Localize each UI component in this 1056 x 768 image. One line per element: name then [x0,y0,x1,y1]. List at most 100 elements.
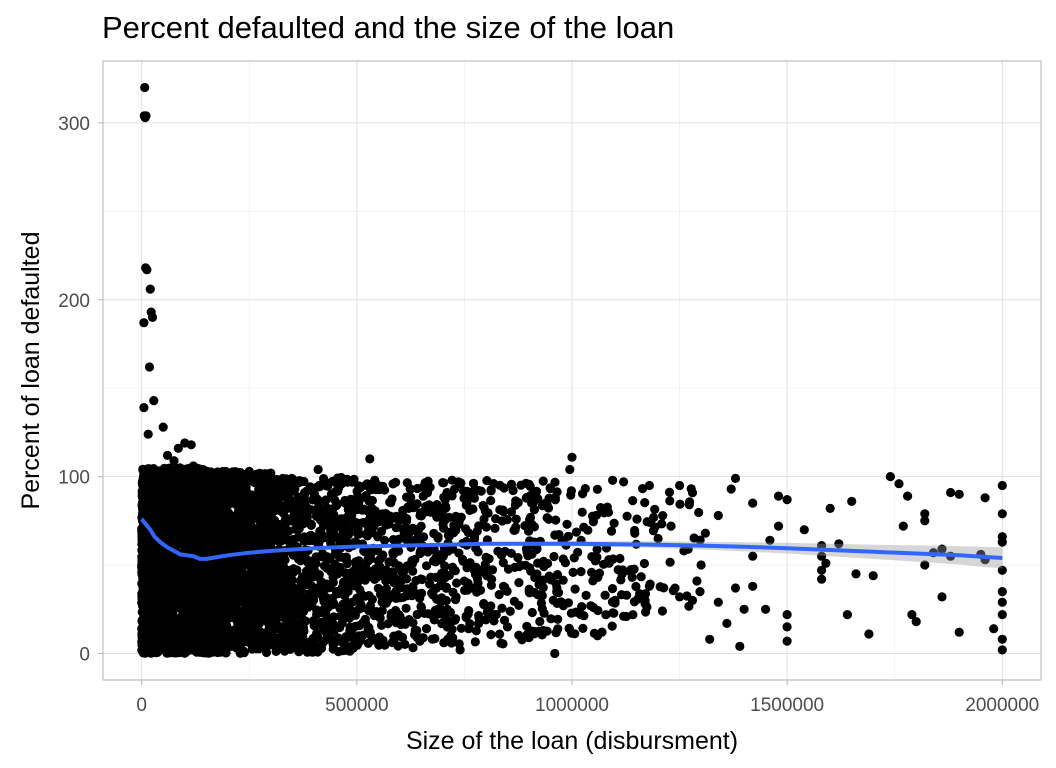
data-point [650,504,660,514]
data-point [367,495,377,506]
data-point [695,587,705,597]
data-point [449,520,459,530]
y-tick-label: 300 [58,114,90,135]
data-point [761,604,771,614]
data-point [560,558,571,568]
data-point [730,583,741,593]
data-point [429,615,439,625]
data-point [282,639,292,649]
data-point [997,509,1007,519]
data-point [140,113,150,123]
data-point [578,623,588,634]
data-point [825,503,835,513]
data-point [371,510,381,520]
data-point [398,592,408,603]
data-point [443,546,453,556]
data-point [685,497,695,507]
data-point [441,503,451,513]
data-point [567,452,577,462]
data-point [481,601,492,611]
data-point [868,571,878,581]
data-point [241,484,251,494]
data-point [577,602,587,612]
data-point [181,604,191,615]
data-point [342,524,352,534]
data-point [576,567,586,577]
data-point [175,488,185,498]
data-point [301,571,311,581]
data-point [675,592,685,602]
data-point [694,507,704,518]
data-point [532,569,542,579]
data-point [384,568,395,578]
data-point [205,615,215,625]
data-point [773,491,784,501]
data-point [254,618,264,629]
data-point [411,534,421,544]
data-point [471,562,481,572]
data-point [601,610,611,620]
data-point [335,622,345,633]
data-point [607,621,617,631]
data-point [277,627,287,637]
data-point [345,626,355,636]
data-point [514,600,524,611]
data-point [278,473,288,484]
data-point [274,499,284,509]
data-point [318,622,328,632]
data-point [538,575,548,585]
data-point [328,639,338,649]
data-point [266,627,276,637]
data-point [234,516,244,526]
data-point [418,491,428,501]
data-point [506,548,516,558]
data-point [495,629,505,639]
data-point [441,582,452,592]
data-point [221,530,231,541]
data-point [438,514,449,524]
data-point [402,574,412,584]
data-point [997,634,1007,644]
x-tick-label: 0 [136,695,147,716]
data-point [311,559,321,569]
data-point [141,481,151,491]
data-point [980,493,990,503]
data-point [329,598,339,609]
data-point [670,583,680,593]
data-point [937,592,947,602]
data-point [920,560,930,570]
data-point [149,396,159,406]
data-point [323,613,333,623]
data-point [496,638,506,648]
data-point [174,476,184,486]
data-point [461,524,471,534]
data-point [356,599,366,609]
data-point [419,532,429,542]
data-point [592,552,602,562]
data-point [328,504,338,514]
data-point [408,643,418,653]
data-point [388,535,398,545]
data-point [903,491,913,501]
data-point [419,483,429,493]
data-point [525,518,535,528]
data-point [285,539,295,549]
data-point [675,480,685,491]
data-point [503,564,514,574]
data-point [144,362,155,372]
data-point [370,564,381,574]
data-point [295,593,305,604]
data-point [150,507,160,517]
data-point [319,604,330,614]
data-point [946,487,956,498]
data-point [462,578,472,588]
data-point [227,511,237,521]
data-point [920,509,930,519]
data-point [817,551,827,561]
data-point [748,581,758,591]
data-point [238,576,248,586]
data-point [735,641,745,652]
data-point [581,590,591,601]
data-point [220,645,230,656]
